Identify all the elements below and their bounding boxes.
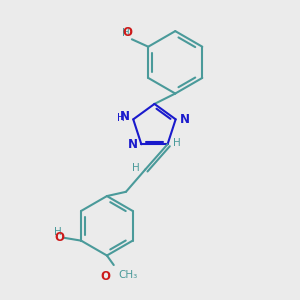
Text: H: H [132,163,140,173]
Text: N: N [179,113,190,126]
Text: O: O [122,26,132,39]
Text: O: O [54,231,64,244]
Text: H: H [173,138,181,148]
Text: H: H [122,28,130,38]
Text: N: N [120,110,130,124]
Text: H: H [117,113,124,123]
Text: N: N [128,138,137,151]
Text: H: H [54,227,62,237]
Text: O: O [100,270,110,284]
Text: CH₃: CH₃ [118,270,137,280]
